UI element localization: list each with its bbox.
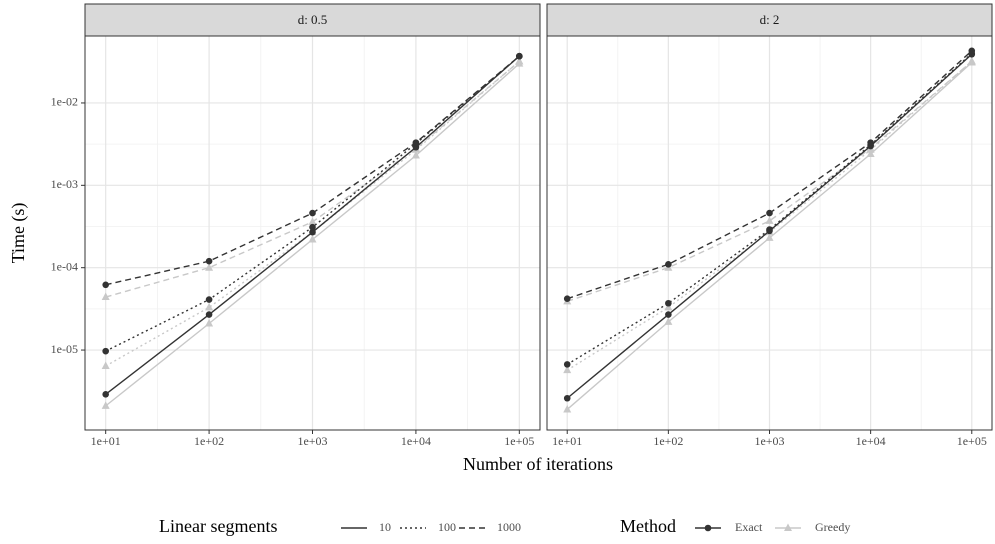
point [205, 319, 214, 327]
y-tick-label: 1e-05 [51, 342, 78, 356]
point [411, 151, 420, 159]
point [205, 311, 213, 318]
point [665, 299, 672, 307]
y-axis-title: Time (s) [8, 203, 29, 264]
point [516, 52, 523, 60]
point [515, 56, 524, 65]
point [101, 292, 110, 301]
point [665, 260, 672, 268]
point [967, 56, 976, 65]
x-tick-label: 1e+01 [91, 434, 121, 448]
x-tick-label: 1e+05 [957, 434, 987, 448]
point [205, 257, 213, 265]
legend-marker [704, 524, 712, 532]
legend-label: 10 [379, 520, 391, 534]
point [308, 217, 317, 225]
point [766, 209, 773, 217]
point [309, 223, 316, 231]
point [309, 209, 316, 217]
point [102, 347, 109, 355]
x-axis-title: Number of iterations [463, 454, 613, 474]
x-tick-label: 1e+02 [194, 434, 224, 448]
point [205, 296, 213, 303]
point [102, 391, 109, 398]
x-tick-label: 1e+04 [401, 434, 431, 448]
strip-label: d: 0.5 [298, 12, 328, 27]
point [101, 401, 110, 409]
point [102, 281, 109, 289]
point [765, 233, 774, 241]
x-tick-label: 1e+03 [754, 434, 784, 448]
legend-label: 1000 [497, 520, 521, 534]
point [563, 404, 572, 413]
legend-title: Linear segments [159, 516, 277, 536]
strip [84, 3, 541, 37]
point [664, 302, 673, 311]
x-tick-label: 1e+04 [856, 434, 886, 448]
point [664, 317, 673, 325]
series-line [567, 60, 973, 303]
point [563, 365, 572, 374]
point [968, 47, 976, 55]
panel-border [84, 35, 541, 431]
point [412, 139, 420, 146]
point [308, 234, 317, 243]
x-tick-label: 1e+02 [653, 434, 683, 448]
point [563, 394, 571, 402]
x-tick-label: 1e+03 [297, 434, 327, 448]
point [205, 302, 214, 311]
series-line [566, 52, 973, 365]
point [866, 149, 875, 158]
point [101, 361, 110, 370]
legend-label: 100 [438, 520, 456, 534]
y-tick-label: 1e-04 [51, 259, 78, 273]
legend-marker [784, 523, 792, 531]
y-tick-label: 1e-02 [51, 95, 78, 109]
point [309, 228, 316, 236]
x-tick-label: 1e+05 [504, 434, 534, 448]
strip-label: d: 2 [760, 12, 780, 27]
point [867, 139, 874, 146]
point [765, 216, 774, 224]
point [563, 361, 571, 368]
y-tick-label: 1e-03 [51, 177, 78, 191]
point [665, 311, 672, 318]
legend-title: Method [620, 516, 676, 536]
panel-border [546, 35, 993, 431]
point [563, 295, 571, 303]
x-tick-label: 1e+01 [552, 434, 582, 448]
strip [546, 3, 993, 37]
legend-label: Greedy [815, 520, 850, 534]
point [766, 226, 773, 233]
point [205, 263, 214, 271]
legend-label: Exact [735, 520, 763, 534]
